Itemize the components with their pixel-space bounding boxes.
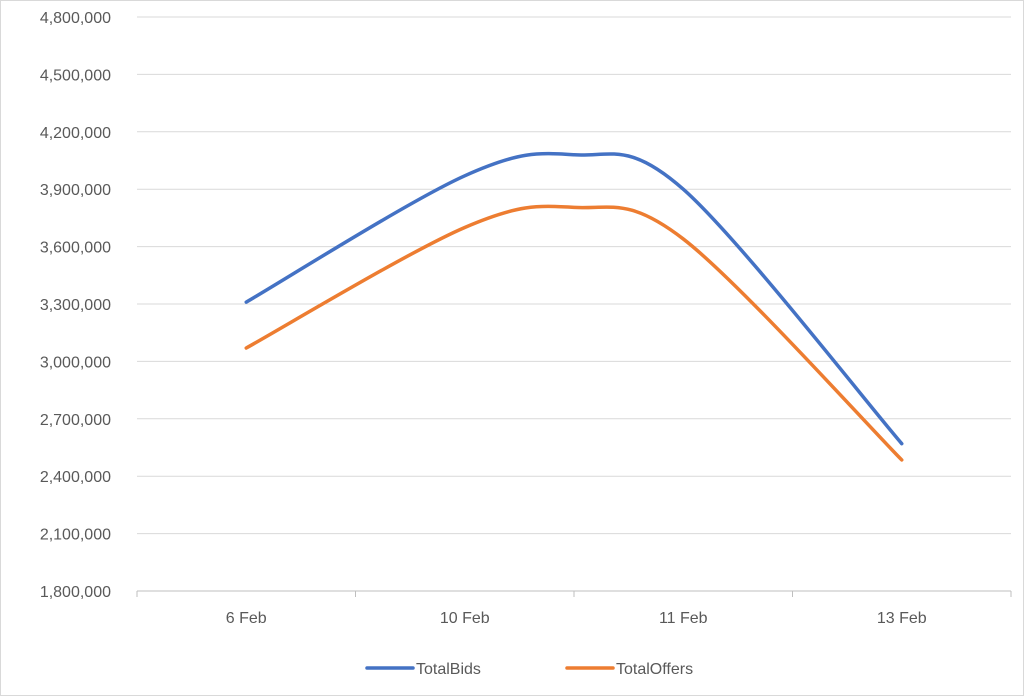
legend-label-totalbids: TotalBids (416, 661, 481, 678)
legend-label-totaloffers: TotalOffers (616, 661, 693, 678)
y-tick-label: 4,200,000 (40, 125, 111, 142)
y-tick-label: 2,100,000 (40, 527, 111, 544)
x-tick-label: 6 Feb (226, 610, 267, 627)
series-line-totalbids (244, 151, 904, 446)
gridlines (137, 16, 1011, 592)
series-lines (244, 151, 904, 462)
y-tick-label: 3,300,000 (40, 297, 111, 314)
y-tick-label: 4,800,000 (40, 10, 111, 27)
y-tick-label: 3,900,000 (40, 182, 111, 199)
legend: TotalBids TotalOffers (365, 661, 693, 678)
y-axis: 1,800,000 2,100,000 2,400,000 2,700,000 3,00… (40, 10, 111, 601)
y-tick-label: 2,400,000 (40, 469, 111, 486)
series-line-totaloffers (244, 204, 904, 462)
x-tick-label: 10 Feb (440, 610, 490, 627)
x-axis: 6 Feb 10 Feb 11 Feb 13 Feb (136, 591, 1012, 627)
y-tick-label: 1,800,000 (40, 584, 111, 601)
x-tick-label: 11 Feb (659, 610, 708, 627)
y-tick-label: 3,600,000 (40, 240, 111, 257)
y-tick-label: 2,700,000 (40, 412, 111, 429)
y-tick-label: 4,500,000 (40, 67, 111, 84)
y-tick-label: 3,000,000 (40, 354, 111, 371)
x-tick-label: 13 Feb (877, 610, 927, 627)
